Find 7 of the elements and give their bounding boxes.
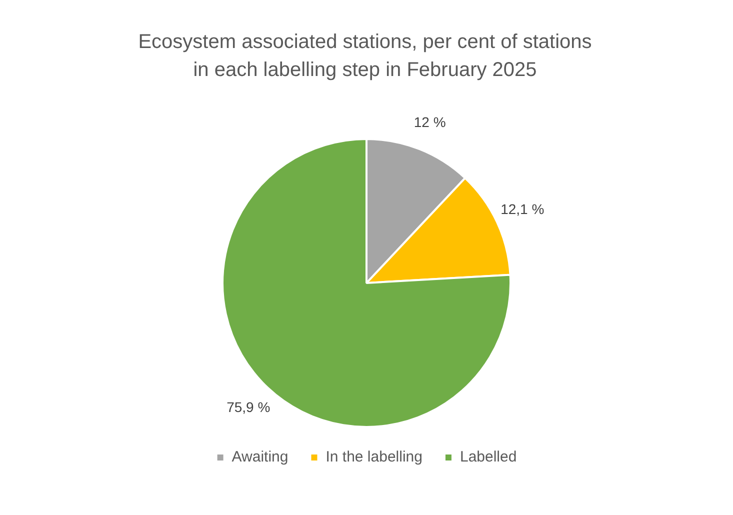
legend-label: In the labelling bbox=[326, 448, 422, 466]
legend-label: Labelled bbox=[460, 448, 517, 466]
legend-label: Awaiting bbox=[232, 448, 288, 466]
data-label: 75,9 % bbox=[226, 398, 270, 415]
data-label: 12 % bbox=[414, 114, 446, 130]
chart-title: Ecosystem associated stations, per cent of stations in each labelling step in February 2025 bbox=[137, 30, 593, 83]
data-label: 12,1 % bbox=[500, 201, 544, 218]
